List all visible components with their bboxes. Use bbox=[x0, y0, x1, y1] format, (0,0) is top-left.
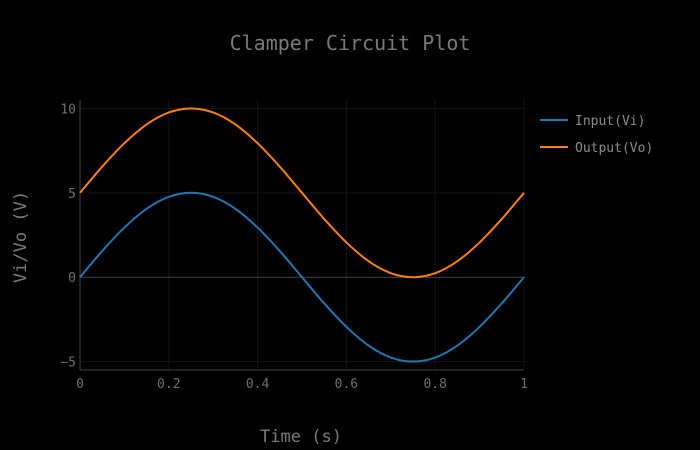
x-tick-label: 0 bbox=[76, 377, 84, 392]
series-line-input-vi bbox=[79, 191, 525, 363]
grid bbox=[79, 100, 525, 370]
chart-title: Clamper Circuit Plot bbox=[230, 31, 471, 55]
legend-label: Input(Vi) bbox=[575, 114, 645, 129]
legend[interactable]: Input(Vi) Output(Vo) bbox=[540, 114, 653, 156]
x-tick-label: 1 bbox=[520, 377, 528, 392]
series-lines bbox=[79, 107, 525, 363]
x-tick-label: 0.4 bbox=[246, 377, 270, 392]
y-tick-label: −5 bbox=[60, 356, 76, 371]
legend-item-input-vi[interactable]: Input(Vi) bbox=[540, 114, 645, 129]
y-tick-label: 10 bbox=[60, 102, 76, 117]
legend-label: Output(Vo) bbox=[575, 141, 653, 156]
x-axis-title: Time (s) bbox=[260, 427, 342, 447]
series-line-output-vo bbox=[79, 107, 525, 279]
y-axis-title: Vi/Vo (V) bbox=[11, 191, 31, 283]
x-tick-label: 0.2 bbox=[157, 377, 180, 392]
x-tick-label: 0.6 bbox=[335, 377, 358, 392]
x-tick-label: 0.8 bbox=[423, 377, 446, 392]
y-tick-label: 5 bbox=[68, 187, 76, 202]
y-tick-label: 0 bbox=[68, 271, 76, 286]
legend-item-output-vo[interactable]: Output(Vo) bbox=[540, 141, 653, 156]
